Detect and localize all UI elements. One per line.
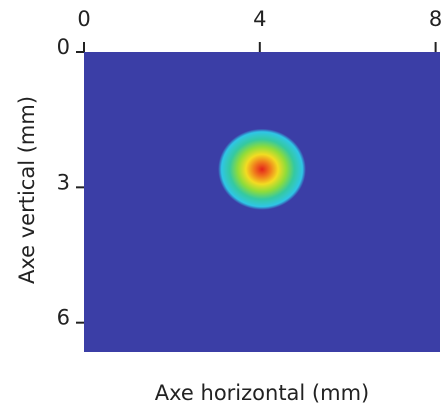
y-tick-label: 3 [57, 170, 70, 194]
x-axis-label: Axe horizontal (mm) [155, 381, 369, 405]
y-tick-label: 6 [57, 306, 70, 330]
y-axis-label: Axe vertical (mm) [15, 96, 39, 284]
x-tick-label: 4 [253, 7, 266, 31]
beam-spot [218, 128, 306, 210]
x-tick-label: 8 [429, 7, 442, 31]
x-tick-label: 0 [77, 7, 90, 31]
y-tick-label: 0 [57, 35, 70, 59]
